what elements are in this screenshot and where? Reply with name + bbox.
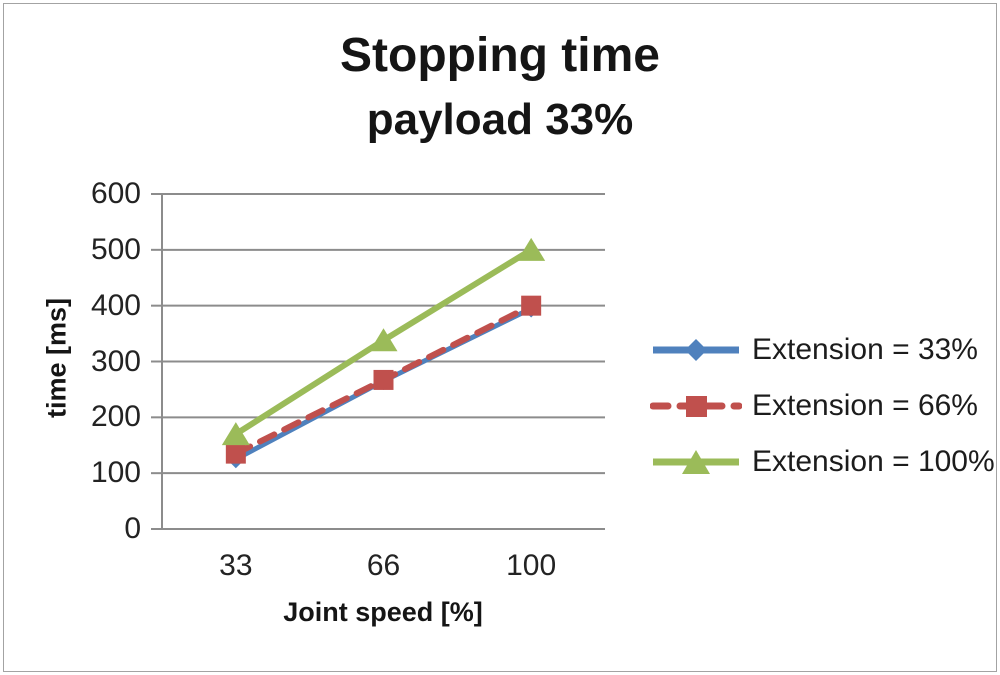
series-marker-3	[221, 422, 250, 446]
y-axis-title: time [ms]	[41, 297, 72, 419]
series-marker-3	[369, 328, 398, 352]
y-tick-label: 0	[124, 512, 141, 545]
legend: Extension = 33% Extension = 66% Extension …	[650, 333, 995, 501]
series-marker-3	[517, 237, 546, 261]
series-marker-2	[225, 443, 246, 464]
series-marker-2	[373, 369, 394, 390]
legend-label: Extension = 66%	[752, 389, 978, 422]
series-marker-2	[521, 295, 542, 316]
chart-title: Stopping time	[340, 29, 660, 82]
legend-item: Extension = 66%	[650, 389, 995, 423]
y-tick-label: 600	[90, 177, 141, 210]
legend-label: Extension = 33%	[752, 333, 978, 366]
y-tick-label: 500	[90, 232, 141, 266]
legend-square-marker-icon	[650, 396, 742, 417]
legend-item: Extension = 100%	[650, 445, 995, 479]
x-tick-label: 66	[366, 549, 401, 582]
chart-subtitle: payload 33%	[366, 95, 634, 144]
legend-diamond-marker-icon	[653, 339, 739, 361]
y-tick-label: 300	[90, 344, 141, 378]
x-tick-label: 33	[219, 549, 253, 582]
y-tick-label: 200	[90, 400, 141, 434]
legend-triangle-marker-icon	[653, 450, 739, 474]
x-tick-label: 100	[506, 549, 557, 582]
legend-label: Extension = 100%	[752, 445, 995, 478]
x-axis-title: Joint speed [%]	[283, 597, 483, 627]
y-tick-label: 100	[90, 456, 141, 490]
legend-item: Extension = 33%	[650, 333, 995, 367]
y-tick-label: 400	[90, 288, 141, 322]
